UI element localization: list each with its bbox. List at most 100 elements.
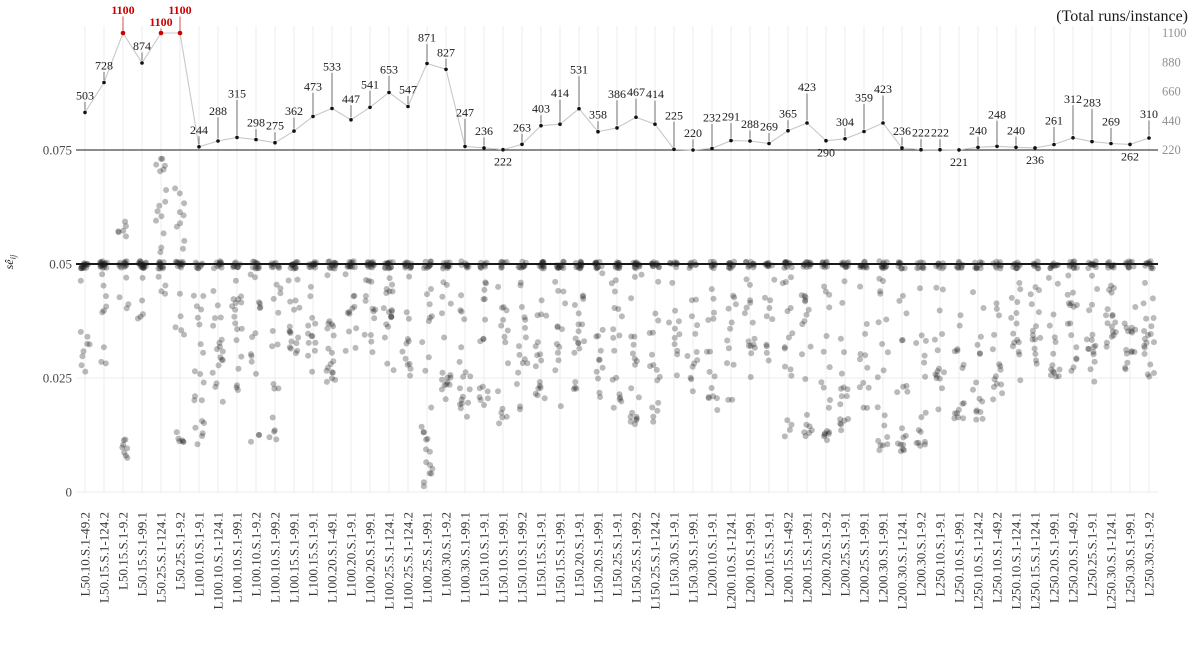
svg-text:240: 240 — [969, 123, 987, 137]
svg-text:L200.25.S.1-9.1: L200.25.S.1-9.1 — [838, 512, 853, 597]
svg-text:283: 283 — [1083, 96, 1101, 110]
svg-text:531: 531 — [570, 63, 588, 77]
svg-text:541: 541 — [361, 77, 379, 91]
svg-text:L200.15.S.1-99.1: L200.15.S.1-99.1 — [800, 512, 815, 603]
svg-text:269: 269 — [1102, 115, 1120, 129]
svg-text:236: 236 — [893, 124, 911, 138]
y-axis-title: sêij — [2, 254, 18, 269]
svg-text:0: 0 — [66, 485, 73, 500]
svg-text:312: 312 — [1064, 92, 1082, 106]
svg-text:871: 871 — [418, 30, 436, 44]
svg-text:L200.10.S.1-99.1: L200.10.S.1-99.1 — [743, 512, 758, 603]
svg-text:365: 365 — [779, 107, 797, 121]
svg-text:247: 247 — [456, 105, 474, 119]
svg-text:L250.10.S.1-49.2: L250.10.S.1-49.2 — [990, 512, 1005, 603]
svg-text:262: 262 — [1121, 149, 1139, 163]
svg-text:L150.25.S.1-99.2: L150.25.S.1-99.2 — [629, 512, 644, 603]
svg-text:220: 220 — [684, 126, 702, 140]
svg-text:L150.30.S.1-9.1: L150.30.S.1-9.1 — [667, 512, 682, 597]
svg-text:L100.30.S.1-9.2: L100.30.S.1-9.2 — [439, 512, 454, 597]
svg-text:L200.15.S.1-49.2: L200.15.S.1-49.2 — [781, 512, 796, 603]
svg-text:827: 827 — [437, 45, 455, 59]
svg-text:423: 423 — [798, 80, 816, 94]
svg-text:304: 304 — [836, 115, 854, 129]
svg-text:244: 244 — [190, 123, 208, 137]
svg-text:L250.15.S.1-124.1: L250.15.S.1-124.1 — [1028, 512, 1043, 610]
svg-text:653: 653 — [380, 62, 398, 76]
svg-text:L200.15.S.1-9.1: L200.15.S.1-9.1 — [762, 512, 777, 597]
svg-text:236: 236 — [475, 124, 493, 138]
svg-text:290: 290 — [817, 146, 835, 160]
svg-text:359: 359 — [855, 91, 873, 105]
svg-text:0.05: 0.05 — [49, 257, 72, 272]
svg-text:L50.25.S.1-9.2: L50.25.S.1-9.2 — [173, 512, 188, 590]
svg-text:220: 220 — [1162, 143, 1181, 157]
svg-text:L100.30.S.1-99.1: L100.30.S.1-99.1 — [458, 512, 473, 603]
svg-text:L100.20.S.1-49.1: L100.20.S.1-49.1 — [325, 512, 340, 603]
svg-text:221: 221 — [950, 155, 968, 169]
svg-text:L100.10.S.1-9.1: L100.10.S.1-9.1 — [192, 512, 207, 597]
svg-text:1100: 1100 — [1162, 26, 1187, 40]
svg-text:L100.20.S.1-9.1: L100.20.S.1-9.1 — [344, 512, 359, 597]
svg-text:414: 414 — [551, 86, 569, 100]
svg-text:L50.15.S.1-9.2: L50.15.S.1-9.2 — [116, 512, 131, 590]
svg-text:275: 275 — [266, 119, 284, 133]
svg-text:261: 261 — [1045, 114, 1063, 128]
svg-text:L150.25.S.1-9.1: L150.25.S.1-9.1 — [610, 512, 625, 597]
svg-text:L100.25.S.1-124.1: L100.25.S.1-124.1 — [382, 512, 397, 610]
svg-text:L100.15.S.1-99.1: L100.15.S.1-99.1 — [287, 512, 302, 603]
svg-text:L200.30.S.1-99.1: L200.30.S.1-99.1 — [876, 512, 891, 603]
svg-text:L250.30.S.1-124.1: L250.30.S.1-124.1 — [1104, 512, 1119, 610]
svg-text:660: 660 — [1162, 85, 1181, 99]
svg-text:L100.15.S.1-9.1: L100.15.S.1-9.1 — [306, 512, 321, 597]
svg-text:310: 310 — [1140, 107, 1158, 121]
svg-text:L100.10.S.1-99.2: L100.10.S.1-99.2 — [268, 512, 283, 603]
svg-text:263: 263 — [513, 120, 531, 134]
svg-text:1100: 1100 — [111, 3, 134, 17]
svg-text:315: 315 — [228, 86, 246, 100]
runs-markers — [83, 30, 1151, 152]
svg-text:447: 447 — [342, 92, 360, 106]
svg-text:L50.15.S.1-124.2: L50.15.S.1-124.2 — [97, 512, 112, 603]
svg-text:L250.20.S.1-49.2: L250.20.S.1-49.2 — [1066, 512, 1081, 603]
svg-text:L100.25.S.1-99.1: L100.25.S.1-99.1 — [420, 512, 435, 603]
svg-text:358: 358 — [589, 108, 607, 122]
svg-text:L150.30.S.1-99.1: L150.30.S.1-99.1 — [686, 512, 701, 603]
svg-text:473: 473 — [304, 79, 322, 93]
svg-text:467: 467 — [627, 85, 645, 99]
axis-tick-labels: 0.075 0.05 0.025 0 1100 880 660 440 220 — [43, 26, 1187, 500]
svg-text:L50.10.S.1-49.2: L50.10.S.1-49.2 — [78, 512, 93, 597]
svg-text:L150.15.S.1-99.1: L150.15.S.1-99.1 — [553, 512, 568, 603]
svg-text:L100.20.S.1-99.1: L100.20.S.1-99.1 — [363, 512, 378, 603]
svg-text:L100.10.S.1-9.2: L100.10.S.1-9.2 — [249, 512, 264, 597]
svg-text:880: 880 — [1162, 55, 1181, 69]
svg-text:L250.30.S.1-9.2: L250.30.S.1-9.2 — [1142, 512, 1157, 597]
svg-text:533: 533 — [323, 59, 341, 73]
svg-text:L150.25.S.1-124.2: L150.25.S.1-124.2 — [648, 512, 663, 610]
svg-text:L250.30.S.1-99.1: L250.30.S.1-99.1 — [1123, 512, 1138, 603]
svg-text:L200.10.S.1-9.1: L200.10.S.1-9.1 — [705, 512, 720, 597]
x-axis-labels: L50.10.S.1-49.2 L50.15.S.1-124.2 L50.15.S.… — [78, 512, 1157, 610]
svg-text:423: 423 — [874, 82, 892, 96]
svg-text:L150.20.S.1-9.1: L150.20.S.1-9.1 — [572, 512, 587, 597]
svg-text:225: 225 — [665, 108, 683, 122]
svg-text:222: 222 — [494, 155, 512, 169]
svg-text:414: 414 — [646, 87, 664, 101]
svg-text:728: 728 — [95, 59, 113, 73]
svg-text:L50.15.S.1-99.1: L50.15.S.1-99.1 — [135, 512, 150, 597]
svg-text:288: 288 — [741, 117, 759, 131]
svg-text:240: 240 — [1007, 123, 1025, 137]
se-points — [77, 155, 1157, 490]
svg-text:386: 386 — [608, 87, 626, 101]
svg-text:236: 236 — [1026, 153, 1044, 167]
svg-text:L200.10.S.1-124.1: L200.10.S.1-124.1 — [724, 512, 739, 610]
svg-text:1100: 1100 — [168, 3, 191, 17]
svg-text:L200.30.S.1-9.2: L200.30.S.1-9.2 — [914, 512, 929, 597]
svg-text:L250.10.S.1-9.1: L250.10.S.1-9.1 — [933, 512, 948, 597]
svg-text:362: 362 — [285, 104, 303, 118]
svg-text:503: 503 — [76, 88, 94, 102]
svg-text:874: 874 — [133, 39, 151, 53]
svg-text:248: 248 — [988, 107, 1006, 121]
svg-text:0.025: 0.025 — [43, 371, 72, 386]
svg-text:L250.10.S.1-124.2: L250.10.S.1-124.2 — [971, 512, 986, 610]
